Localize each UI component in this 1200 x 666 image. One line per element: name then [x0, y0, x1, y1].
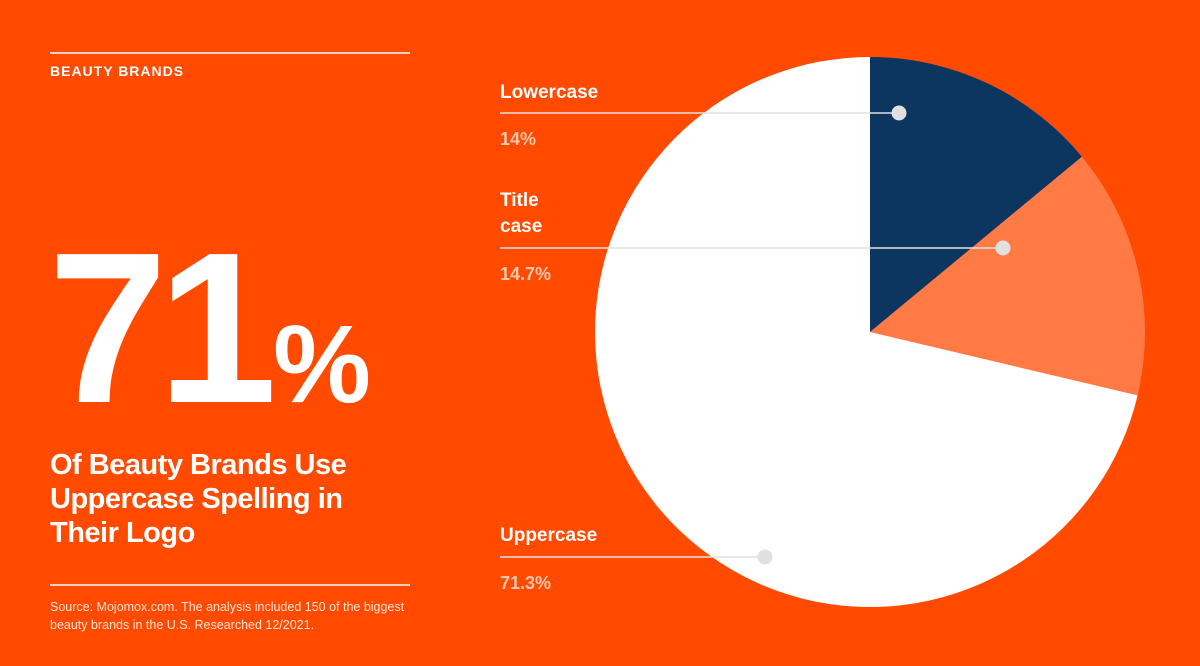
big-stat: 71% — [48, 220, 371, 435]
headline: Of Beauty Brands Use Uppercase Spelling … — [50, 449, 347, 549]
big-stat-percent: % — [273, 303, 371, 426]
source-note: Source: Mojomox.com. The analysis includ… — [50, 600, 405, 632]
leader-dot-uppercase — [757, 549, 773, 565]
top-divider — [50, 52, 410, 54]
slice-value-title-case: 14.7% — [500, 264, 551, 284]
slice-label-title-case-line-1: Title — [500, 190, 539, 211]
slice-label-lowercase: Lowercase — [500, 82, 598, 103]
leader-dot-lowercase — [891, 105, 907, 121]
pie-labels: Lowercase 14% Title case 14.7% Uppercase 71.3% — [500, 82, 1011, 593]
pie-slice-lowercase — [870, 57, 1082, 332]
pie-slice-uppercase — [595, 57, 1138, 608]
section-kicker: BEAUTY BRANDS — [50, 63, 185, 79]
slice-value-lowercase: 14% — [500, 129, 536, 149]
big-stat-number: 71 — [48, 207, 277, 448]
bottom-divider — [50, 584, 410, 586]
pie-slice-title-case — [870, 156, 1145, 396]
slice-value-uppercase: 71.3% — [500, 573, 551, 593]
slice-label-title-case-line-2: case — [500, 216, 542, 237]
leader-dot-title-case — [995, 240, 1011, 256]
pie-slices — [595, 57, 1145, 608]
slice-label-uppercase: Uppercase — [500, 525, 597, 546]
